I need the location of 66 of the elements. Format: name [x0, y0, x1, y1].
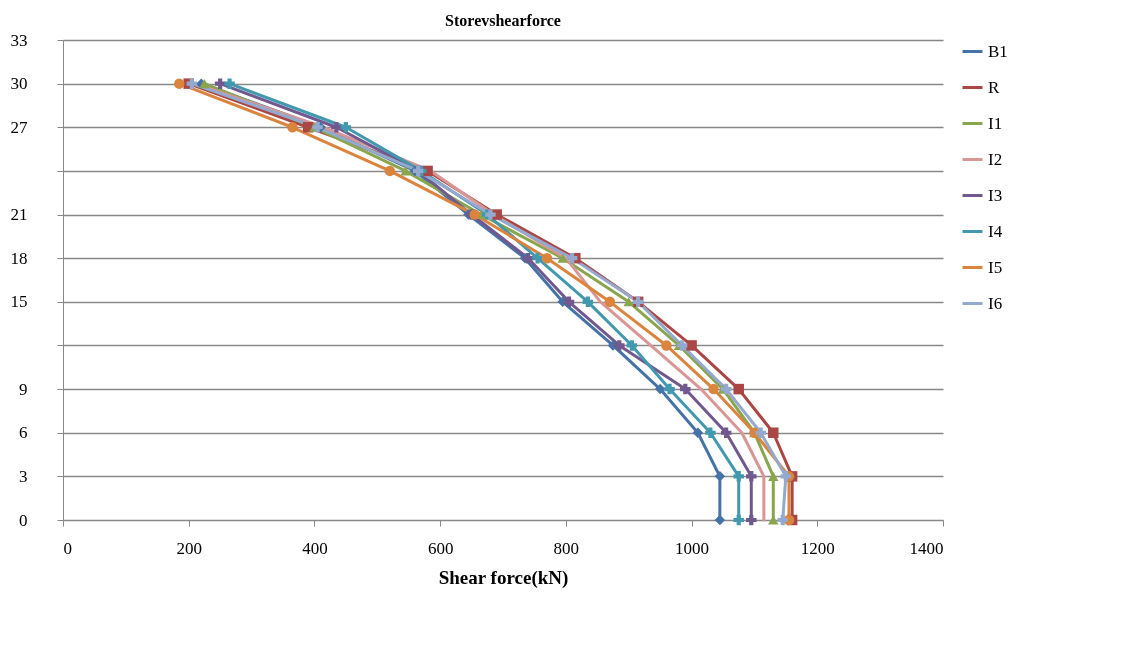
legend-label: B1: [988, 41, 1008, 61]
point: [654, 383, 666, 395]
point: [604, 296, 616, 308]
x-tick-label: 0: [63, 538, 72, 558]
point: [768, 427, 779, 438]
point: [557, 253, 568, 263]
point: [340, 122, 352, 133]
legend-label: I5: [988, 257, 1003, 277]
y-tick-label: 15: [10, 292, 28, 312]
point: [705, 427, 716, 438]
legend-label: I4: [988, 221, 1003, 241]
point: [174, 78, 185, 89]
x-tick-label: 1200: [800, 538, 835, 558]
point: [768, 471, 779, 481]
point: [746, 471, 757, 482]
point: [733, 471, 744, 482]
legend-label: I1: [988, 113, 1003, 133]
y-tick-label: 9: [19, 379, 28, 399]
point: [661, 340, 672, 351]
point: [582, 296, 594, 308]
x-tick-label: 400: [302, 538, 328, 558]
point: [626, 340, 638, 351]
y-tick-label: 3: [19, 466, 28, 486]
x-tick-label: 1400: [909, 538, 944, 558]
chart-title: Storevshearforce: [445, 12, 561, 29]
point: [733, 383, 744, 395]
point: [692, 427, 704, 438]
y-tick-label: 33: [10, 30, 28, 50]
point: [400, 166, 411, 176]
x-tick-label: 1000: [675, 538, 710, 558]
legend-label: I3: [988, 185, 1003, 205]
point: [287, 122, 298, 133]
point: [708, 383, 719, 395]
point: [224, 78, 235, 89]
point: [541, 252, 553, 264]
point: [532, 252, 543, 264]
y-tick-label: 6: [19, 423, 28, 443]
x-tick-label: 600: [427, 538, 454, 558]
point: [566, 252, 578, 264]
y-tick-label: 27: [10, 117, 28, 137]
x-tick-label: 800: [553, 538, 580, 558]
legend-label: I2: [988, 149, 1003, 169]
y-tick-label: 21: [10, 205, 28, 225]
x-tick-label: 200: [176, 538, 202, 558]
point: [563, 296, 575, 308]
legend-label: I6: [988, 293, 1003, 313]
y-tick-label: 30: [10, 74, 28, 94]
point: [384, 165, 396, 177]
point: [680, 383, 691, 395]
y-tick-label: 0: [19, 510, 28, 530]
point: [714, 471, 726, 482]
legend-label: R: [988, 77, 1000, 97]
point: [331, 122, 342, 133]
y-tick-label: 18: [10, 248, 28, 268]
point: [186, 78, 198, 89]
point: [614, 340, 625, 351]
point: [755, 427, 766, 438]
point: [664, 383, 675, 395]
point: [746, 514, 757, 526]
x-axis-title: Shear force(kN): [438, 566, 569, 589]
point: [777, 514, 788, 526]
point: [686, 340, 697, 351]
point: [214, 78, 226, 89]
point: [720, 427, 732, 438]
point: [733, 514, 744, 526]
point: [623, 297, 634, 307]
